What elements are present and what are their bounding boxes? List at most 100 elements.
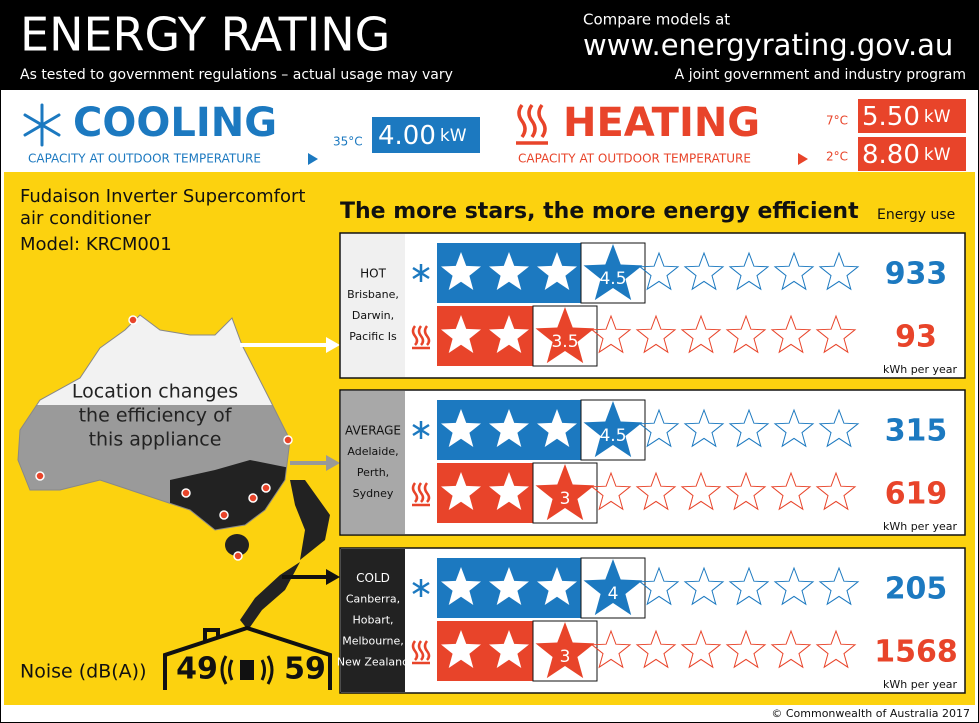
- arrow-icon: [308, 153, 318, 165]
- star-outline: [725, 629, 767, 669]
- header-band: [0, 0, 979, 90]
- star-outline: [590, 471, 632, 511]
- product-name: Fudaison Inverter Supercomfort: [20, 186, 305, 207]
- star-outline: [683, 566, 725, 606]
- energy-label: Energy use: [877, 207, 955, 223]
- capacity-value: 4.00 kW: [378, 121, 467, 151]
- energy-use: 619: [885, 477, 948, 512]
- star-outline: [680, 471, 722, 511]
- zone-place: Darwin,: [352, 309, 394, 322]
- zone-box: [339, 232, 966, 379]
- energy-unit: kWh per year: [883, 363, 958, 376]
- energy-use: 933: [885, 257, 948, 292]
- energy-use: 93: [895, 320, 937, 355]
- star-outline: [725, 314, 767, 354]
- capacity-box: [372, 117, 480, 153]
- heat-icon: [516, 103, 548, 145]
- star-filled: [489, 472, 529, 510]
- snowflake-icon: [23, 103, 61, 147]
- zone-place: Hobart,: [352, 614, 393, 627]
- zone-place: Pacific Is: [349, 330, 397, 343]
- star-outline: [635, 629, 677, 669]
- star-outline: [773, 251, 815, 291]
- zone-box: [339, 547, 966, 694]
- star-rating: 3: [560, 647, 571, 667]
- star-rating: 4.5: [599, 269, 626, 289]
- capacity-number: 5.50: [862, 102, 920, 132]
- zone-place: Brisbane,: [347, 288, 399, 301]
- star-outline: [635, 314, 677, 354]
- star-filled: [441, 630, 481, 668]
- zone-place: Sydney: [353, 487, 394, 500]
- star-outline: [683, 408, 725, 448]
- zone-arrows: [240, 337, 340, 585]
- star-filled: [441, 409, 481, 447]
- map-cities: [35, 315, 293, 561]
- heating-title: HEATING: [563, 100, 760, 146]
- zone-panel: [341, 549, 405, 692]
- energy-unit: kWh per year: [883, 520, 958, 533]
- star-big: [535, 307, 595, 364]
- zone-box: [339, 389, 966, 536]
- star-outline: [815, 629, 857, 669]
- snowflake-icon: [412, 579, 430, 597]
- zone-place: Adelaide,: [347, 445, 398, 458]
- star-outline: [638, 566, 680, 606]
- map-tasmania: [225, 534, 249, 556]
- star-outline: [773, 566, 815, 606]
- heat-icon: [411, 640, 431, 665]
- url: www.energyrating.gov.au: [583, 28, 953, 62]
- star-rating: 3.5: [551, 332, 578, 352]
- star-outline: [683, 251, 725, 291]
- zone-place: Melbourne,: [342, 635, 404, 648]
- star-outline: [590, 314, 632, 354]
- zone: COLD Canberra, Hobart, Melbourne, New Zealan…: [337, 547, 966, 694]
- product-name: air conditioner: [20, 208, 151, 229]
- capacity-box: [858, 99, 966, 133]
- capacity-unit: kW: [924, 107, 951, 127]
- star-outline: [818, 408, 860, 448]
- star-outline: [815, 471, 857, 511]
- subtitle: As tested to government regulations – ac…: [20, 67, 453, 83]
- star-big: [583, 559, 643, 616]
- capacity-unit: kW: [924, 145, 951, 165]
- star-outline: [635, 471, 677, 511]
- zone: HOT Brisbane, Darwin, Pacific Is 4.5 933 3.5 93…: [339, 232, 966, 379]
- star-filled: [489, 315, 529, 353]
- map-caption: the efficiency of: [79, 405, 233, 427]
- star-outline: [638, 408, 680, 448]
- capacity-number: 4.00: [378, 121, 436, 151]
- star-filled: [441, 315, 481, 353]
- star-outline: [818, 251, 860, 291]
- noise-label: Noise (dB(A)): [20, 661, 147, 683]
- capacity-box: [858, 137, 966, 171]
- noise-indoor: 49: [176, 652, 218, 687]
- star-filled: [537, 252, 577, 290]
- star-big: [535, 464, 595, 521]
- zone-name: HOT: [360, 267, 386, 281]
- capacity-label: CAPACITY AT OUTDOOR TEMPERATURE: [518, 152, 751, 166]
- temp: 2°C: [826, 150, 848, 164]
- zone-place: New Zealand: [337, 656, 409, 669]
- star-filled: [537, 409, 577, 447]
- title: ENERGY RATING: [20, 8, 390, 62]
- capacity-label: CAPACITY AT OUTDOOR TEMPERATURE: [28, 152, 261, 166]
- cooling-title: COOLING: [73, 100, 277, 146]
- capacity-unit: kW: [440, 126, 467, 146]
- capacity-value: 8.80 kW: [862, 140, 951, 170]
- heat-icon: [411, 325, 431, 350]
- star-rating: 4.5: [599, 426, 626, 446]
- footer: © Commonwealth of Australia 2017: [771, 707, 970, 720]
- star-outline: [770, 314, 812, 354]
- map-new-zealand: [240, 480, 330, 630]
- star-filled: [441, 252, 481, 290]
- energy-use: 1568: [874, 635, 958, 670]
- temp: 7°C: [826, 114, 848, 128]
- zone-place: Perth,: [357, 466, 389, 479]
- star-big: [583, 401, 643, 458]
- star-outline: [818, 566, 860, 606]
- star-filled: [441, 567, 481, 605]
- star-filled: [489, 567, 529, 605]
